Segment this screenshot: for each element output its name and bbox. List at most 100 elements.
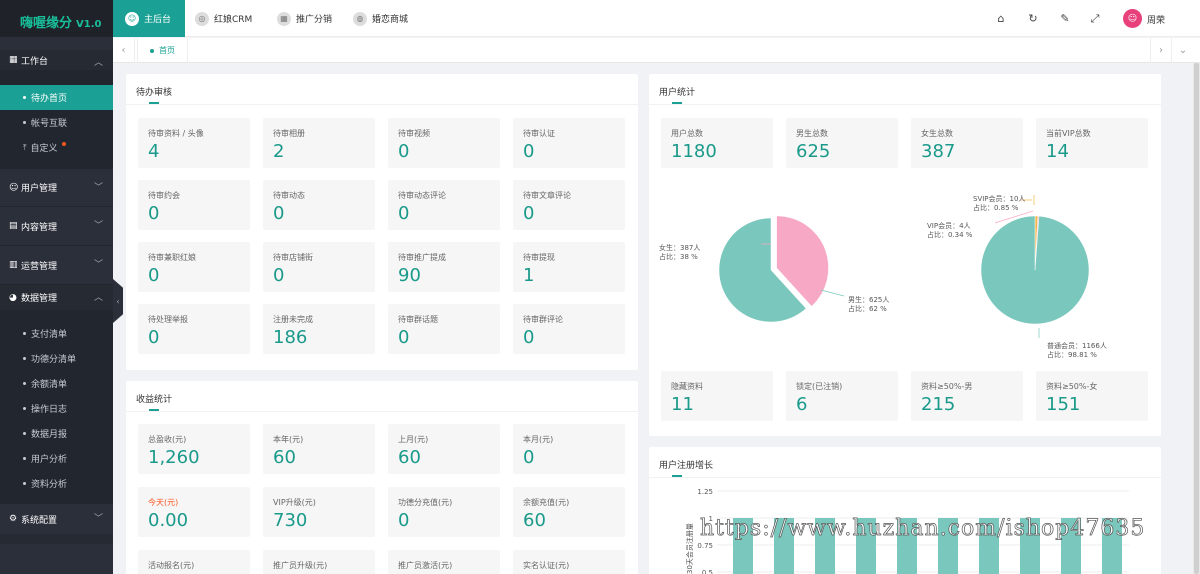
stat-value: 730 xyxy=(273,510,308,531)
stat-tile[interactable]: VIP升级(元) 730 xyxy=(263,487,375,537)
sidebar-item-oplog[interactable]: 操作日志 xyxy=(0,396,113,421)
stat-tile[interactable]: 推广员升级(元) xyxy=(263,550,375,574)
stat-label: 用户总数 xyxy=(671,129,703,138)
stat-tile[interactable]: 待审约会 0 xyxy=(138,180,250,230)
sidebar-item-account-link[interactable]: 帐号互联 xyxy=(0,110,113,135)
stat-label: 待审群话题 xyxy=(398,315,438,324)
growth-bar[interactable] xyxy=(733,518,753,574)
sidebar-group-data[interactable]: ◕ 数据管理 ︿ xyxy=(0,284,113,310)
stat-tile[interactable]: 男生总数 625 xyxy=(786,118,898,168)
growth-ylabel: 30天会员注册量 xyxy=(685,523,694,574)
avatar[interactable]: ☺ xyxy=(1123,9,1142,28)
clear-cache-icon[interactable]: ✎ xyxy=(1060,12,1070,25)
stat-tile[interactable]: 女生总数 387 xyxy=(911,118,1023,168)
sidebar-item-profile-analysis[interactable]: 资料分析 xyxy=(0,471,113,496)
sidebar-group-system[interactable]: ⚙ 系统配置 ﹀ xyxy=(0,504,113,534)
stat-tile[interactable]: 当前VIP总数 14 xyxy=(1036,118,1148,168)
refresh-icon[interactable]: ↻ xyxy=(1028,12,1038,25)
stat-value: 2 xyxy=(273,141,285,162)
stat-tile[interactable]: 隐藏资料 11 xyxy=(661,371,773,421)
stat-tile[interactable]: 锁定(已注销) 6 xyxy=(786,371,898,421)
stat-tile[interactable]: 待审视频 0 xyxy=(388,118,500,168)
growth-bar[interactable] xyxy=(774,518,794,574)
stat-tile[interactable]: 今天(元) 0.00 xyxy=(138,487,250,537)
tab-scroll-right-icon[interactable]: › xyxy=(1150,38,1172,63)
stat-tile[interactable]: 待审店铺街 0 xyxy=(263,242,375,292)
sidebar-group-content[interactable]: ▤ 内容管理 ﹀ xyxy=(0,206,113,245)
home-icon[interactable]: ⌂ xyxy=(997,12,1005,25)
stat-tile[interactable]: 待审群评论 0 xyxy=(513,304,625,354)
topnav-promo[interactable]: ▦ 推广分销 xyxy=(277,0,332,37)
stat-tile[interactable]: 待审推广提成 90 xyxy=(388,242,500,292)
stat-tile[interactable]: 待处理举报 0 xyxy=(138,304,250,354)
growth-bar[interactable] xyxy=(1061,518,1081,574)
male-label-2: 占比：62 % xyxy=(848,304,887,313)
vip-label-2: 占比：0.34 % xyxy=(927,230,973,239)
username[interactable]: 周荣 xyxy=(1147,16,1166,26)
sidebar-item-merit[interactable]: 功德分清单 xyxy=(0,346,113,371)
app-logo[interactable]: 嗨喔缘分 V1.0 xyxy=(0,0,113,37)
stat-value: 0 xyxy=(398,141,410,162)
pie-slice-normal[interactable] xyxy=(980,215,1090,325)
sidebar-group-workbench[interactable]: ▦ 工作台 ︿ xyxy=(0,50,113,70)
sidebar-item-balance[interactable]: 余额清单 xyxy=(0,371,113,396)
sidebar-item-todo-home[interactable]: 待办首页 xyxy=(0,85,113,110)
stat-label: 实名认证(元) xyxy=(523,561,570,570)
stat-label: 待审店铺街 xyxy=(273,253,313,262)
userstats-card: 用户统计 用户总数 1180 男生总数 625 女生总数 387 当前VIP总数 14 隐藏资… xyxy=(649,74,1161,436)
sidebar-collapse-handle[interactable]: ‹ xyxy=(113,279,123,323)
stat-tile[interactable]: 待审动态 0 xyxy=(263,180,375,230)
stat-tile[interactable]: 总盈收(元) 1,260 xyxy=(138,424,250,474)
stat-tile[interactable]: 推广员激活(元) xyxy=(388,550,500,574)
pie-slice-male[interactable] xyxy=(718,217,807,323)
growth-bar[interactable] xyxy=(1020,518,1040,574)
scrollbar[interactable] xyxy=(1193,63,1200,574)
stat-tile[interactable]: 资料≥50%-男 215 xyxy=(911,371,1023,421)
stat-tile[interactable]: 本月(元) 0 xyxy=(513,424,625,474)
growth-bar[interactable] xyxy=(979,518,999,574)
stat-tile[interactable]: 待审兼职红娘 0 xyxy=(138,242,250,292)
topnav-crm[interactable]: ◎ 红娘CRM xyxy=(195,0,252,37)
stat-tile[interactable]: 待审提现 1 xyxy=(513,242,625,292)
stat-value: 1,260 xyxy=(148,447,200,468)
stat-tile[interactable]: 注册未完成 186 xyxy=(263,304,375,354)
stat-tile[interactable]: 待审认证 0 xyxy=(513,118,625,168)
growth-bar[interactable] xyxy=(938,518,958,574)
stat-tile[interactable]: 上月(元) 60 xyxy=(388,424,500,474)
stat-value: 0 xyxy=(523,447,535,468)
sidebar-item-user-analysis[interactable]: 用户分析 xyxy=(0,446,113,471)
stat-tile[interactable]: 待审文章评论 0 xyxy=(513,180,625,230)
stat-tile[interactable]: 实名认证(元) xyxy=(513,550,625,574)
stat-tile[interactable]: 本年(元) 60 xyxy=(263,424,375,474)
fullscreen-icon[interactable]: ⤢ xyxy=(1090,12,1100,25)
app-version: V1.0 xyxy=(76,19,102,30)
user-icon: ☺ xyxy=(9,182,19,193)
growth-bar[interactable] xyxy=(897,518,917,574)
stat-tile[interactable]: 待审相册 2 xyxy=(263,118,375,168)
growth-bar[interactable] xyxy=(856,518,876,574)
sidebar-item-payments[interactable]: 支付清单 xyxy=(0,321,113,346)
stat-tile[interactable]: 待审群话题 0 xyxy=(388,304,500,354)
topnav-main[interactable]: ☺ 主后台 xyxy=(113,0,185,37)
sidebar-item-monthly[interactable]: 数据月报 xyxy=(0,421,113,446)
tab-menu-icon[interactable]: ⌄ xyxy=(1178,45,1188,56)
stat-tile[interactable]: 余额充值(元) 60 xyxy=(513,487,625,537)
topnav-mall[interactable]: ◍ 婚恋商城 xyxy=(353,0,408,37)
pie-slice-female[interactable] xyxy=(776,215,829,307)
stat-tile[interactable]: 资料≥50%-女 151 xyxy=(1036,371,1148,421)
growth-bar-chart: 0.5 0.75 1 1.25 30天会员注册量 xyxy=(685,488,1129,574)
sidebar-group-users[interactable]: ☺ 用户管理 ﹀ xyxy=(0,168,113,206)
sidebar-group-operations[interactable]: ▥ 运营管理 ﹀ xyxy=(0,245,113,284)
growth-bar[interactable] xyxy=(815,518,835,574)
sidebar-item-custom[interactable]: ⤒ 自定义 xyxy=(0,135,113,160)
tab-home[interactable]: 首页 xyxy=(137,38,188,63)
vip-pie-chart xyxy=(980,215,1090,325)
chevron-up-icon: ︿ xyxy=(93,293,103,303)
stat-tile[interactable]: 功德分充值(元) 0 xyxy=(388,487,500,537)
growth-bar[interactable] xyxy=(1102,518,1122,574)
tab-scroll-left-icon[interactable]: ‹ xyxy=(113,38,135,63)
stat-tile[interactable]: 待审动态评论 0 xyxy=(388,180,500,230)
stat-tile[interactable]: 待审资料 / 头像 4 xyxy=(138,118,250,168)
stat-tile[interactable]: 活动报名(元) xyxy=(138,550,250,574)
stat-tile[interactable]: 用户总数 1180 xyxy=(661,118,773,168)
